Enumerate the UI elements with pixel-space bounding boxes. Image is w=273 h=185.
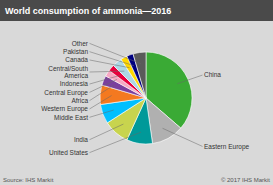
leader-lines	[90, 43, 203, 152]
slice-label-line: Middle East	[54, 114, 88, 121]
slice-label-line: Other	[72, 40, 89, 47]
slice-label: Central Europe	[44, 89, 88, 97]
leader-line	[90, 75, 120, 84]
slice-label-line: India	[74, 136, 88, 143]
slice-label-line: Central Europe	[44, 89, 88, 97]
leader-line	[90, 79, 117, 92]
source-left: Source: IHS Markit	[3, 177, 54, 183]
slice-label: Pakistan	[63, 48, 88, 55]
title: World consumption of ammonia—2016	[5, 6, 171, 16]
leader-line	[90, 132, 142, 152]
leader-line	[163, 128, 203, 146]
leader-line	[90, 43, 142, 63]
leader-line	[90, 124, 124, 140]
leader-line	[90, 71, 125, 73]
slice-label: Central/SouthAmerica	[48, 65, 88, 80]
labels: China Eastern Europe United States India Mid…	[41, 40, 249, 156]
background	[0, 0, 273, 185]
slice-label: United States	[49, 149, 89, 156]
leader-line	[90, 96, 112, 109]
slice-label: Africa	[71, 97, 88, 104]
title-bar	[0, 0, 273, 21]
slice-label-line: Central/South	[48, 65, 88, 72]
slice-label-line: China	[204, 71, 221, 78]
slice-label-line: Eastern Europe	[204, 143, 250, 151]
slice-label: Other	[72, 40, 89, 47]
slice-label-line: Canada	[65, 56, 88, 63]
slice-label-line: Africa	[71, 97, 88, 104]
leader-line	[90, 52, 134, 66]
slice-label-line: Pakistan	[63, 48, 88, 55]
slice-label: China	[204, 71, 221, 78]
slice-label: Western Europe	[41, 105, 88, 113]
leader-line	[90, 60, 130, 68]
slice-label: Middle East	[54, 114, 88, 121]
leader-line	[177, 75, 202, 84]
slice-label-line: Western Europe	[41, 105, 88, 113]
slice-label: Eastern Europe	[204, 143, 250, 151]
pie	[100, 52, 192, 144]
leader-line	[90, 85, 115, 101]
slice-label: Indonesia	[60, 80, 89, 87]
slice-label-line: America	[64, 72, 88, 79]
slice	[133, 52, 146, 98]
slice-label-line: Indonesia	[60, 80, 89, 87]
slice-label: India	[74, 136, 88, 143]
slice-label-line: United States	[49, 149, 89, 156]
slice-label: Canada	[65, 56, 88, 63]
chart: World consumption of ammonia—2016 China Ea…	[0, 0, 273, 185]
leader-line	[90, 110, 114, 117]
source-right: © 2017 IHS Markit	[221, 177, 270, 183]
